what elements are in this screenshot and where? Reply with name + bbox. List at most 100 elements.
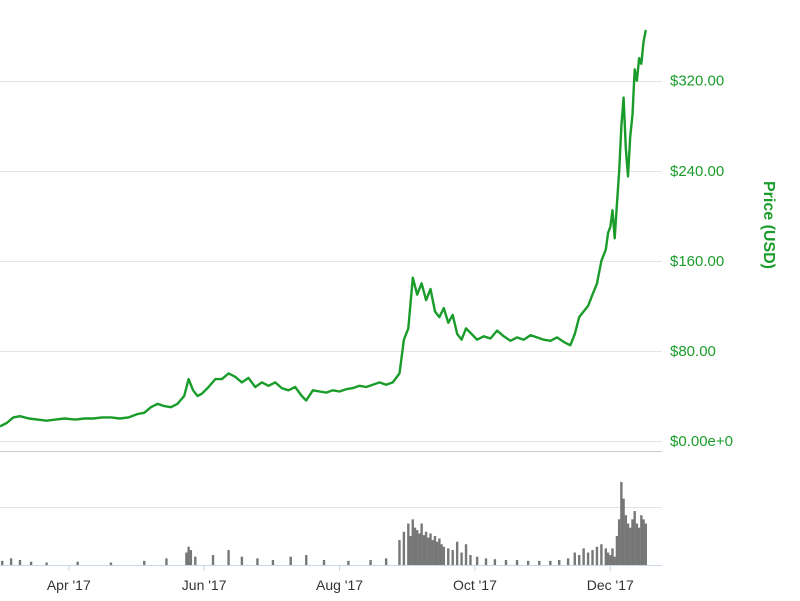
volume-bar xyxy=(442,546,446,565)
x-tick-label: Jun '17 xyxy=(182,577,227,593)
volume-bar xyxy=(640,515,643,565)
y-axis-label: Price (USD) xyxy=(760,181,777,269)
volume-bar xyxy=(271,560,275,565)
grid-lines xyxy=(0,81,662,452)
volume-bar xyxy=(427,537,430,565)
volume-bar xyxy=(606,552,610,565)
volume-bar xyxy=(626,523,630,565)
volume-bar xyxy=(484,558,488,565)
x-axis-ticks: Apr '17 Jun '17 Aug '17 Oct '17 Dec '17 xyxy=(47,566,634,593)
price-series-line xyxy=(0,29,647,428)
y-tick-label: $320.00 xyxy=(670,73,724,90)
y-tick-label: $240.00 xyxy=(670,163,724,180)
volume-bar xyxy=(416,530,419,565)
volume-bar xyxy=(165,558,168,565)
volume-bar xyxy=(422,535,426,565)
volume-bar xyxy=(384,558,388,565)
volume-bar xyxy=(305,555,308,565)
volume-bar xyxy=(586,552,590,565)
volume-bar xyxy=(629,527,632,565)
volume-bar xyxy=(558,560,561,565)
volume-bar xyxy=(447,548,450,565)
volume-bar xyxy=(460,552,463,565)
volume-bar xyxy=(493,559,497,565)
volume-bar xyxy=(143,560,146,565)
volume-bar xyxy=(631,519,634,565)
volume-bar xyxy=(438,538,441,565)
volume-bar xyxy=(620,482,623,565)
volume-bar xyxy=(76,561,79,565)
volume-bar xyxy=(402,531,406,565)
volume-bar xyxy=(189,550,193,565)
volume-bars xyxy=(1,482,647,565)
volume-bar xyxy=(573,552,576,565)
x-tick-label: Apr '17 xyxy=(47,577,91,593)
volume-bar xyxy=(433,535,437,565)
volume-bar xyxy=(211,555,215,565)
volume-bar xyxy=(418,533,421,565)
volume-bar xyxy=(185,552,188,565)
volume-bar xyxy=(611,548,614,565)
y-tick-label: $80.00 xyxy=(670,343,716,360)
volume-bar xyxy=(289,556,292,565)
x-tick-label: Dec '17 xyxy=(587,577,634,593)
volume-bar xyxy=(431,540,434,565)
volume-bar xyxy=(600,544,603,565)
volume-bar xyxy=(194,556,197,565)
volume-bar xyxy=(538,560,541,565)
volume-bar xyxy=(464,544,468,565)
y-tick-label: $0.00e+0 xyxy=(670,433,733,450)
volume-bar xyxy=(413,527,417,565)
volume-bar xyxy=(595,546,599,565)
volume-bar xyxy=(411,519,414,565)
volume-bar xyxy=(420,523,423,565)
volume-bar xyxy=(591,550,594,565)
x-tick-label: Aug '17 xyxy=(316,577,363,593)
volume-bar xyxy=(187,546,190,565)
volume-bar xyxy=(409,535,412,565)
y-axis-ticks: $0.00e+0 $80.00 $160.00 $240.00 $320.00 xyxy=(670,73,733,450)
volume-bar xyxy=(469,555,472,565)
volume-bar xyxy=(398,540,401,565)
volume-bar xyxy=(1,560,4,565)
volume-grid-lines xyxy=(0,507,662,566)
volume-bar xyxy=(624,515,628,565)
volume-bar xyxy=(407,523,410,565)
volume-bar xyxy=(644,523,647,565)
volume-bar xyxy=(635,523,639,565)
volume-bar xyxy=(566,558,570,565)
volume-bar xyxy=(451,550,454,565)
volume-bar xyxy=(29,561,33,565)
volume-bar xyxy=(109,562,113,565)
volume-bar xyxy=(613,556,616,565)
volume-bar xyxy=(633,511,636,565)
volume-bar xyxy=(9,558,13,565)
volume-bar xyxy=(622,498,625,565)
volume-bar xyxy=(475,556,479,565)
volume-bar xyxy=(227,550,230,565)
volume-bar xyxy=(515,560,519,565)
volume-bar xyxy=(18,560,22,565)
volume-bar xyxy=(429,533,432,565)
volume-bar xyxy=(347,560,350,565)
volume-bar xyxy=(549,560,552,565)
volume-bar xyxy=(617,519,621,565)
volume-bar xyxy=(582,548,585,565)
volume-bar xyxy=(424,531,428,565)
y-tick-label: $160.00 xyxy=(670,253,724,270)
volume-bar xyxy=(240,556,244,565)
volume-bar xyxy=(45,562,48,565)
volume-bar xyxy=(609,555,612,565)
volume-bar xyxy=(604,548,608,565)
volume-bar xyxy=(504,560,508,565)
volume-bar xyxy=(578,555,581,565)
volume-bar xyxy=(637,527,641,565)
volume-bar xyxy=(642,519,645,565)
volume-bar xyxy=(615,535,619,565)
volume-bar xyxy=(526,560,530,565)
volume-bar xyxy=(322,560,326,565)
volume-bar xyxy=(440,544,443,565)
volume-bar xyxy=(369,560,372,565)
x-tick-label: Oct '17 xyxy=(453,577,497,593)
